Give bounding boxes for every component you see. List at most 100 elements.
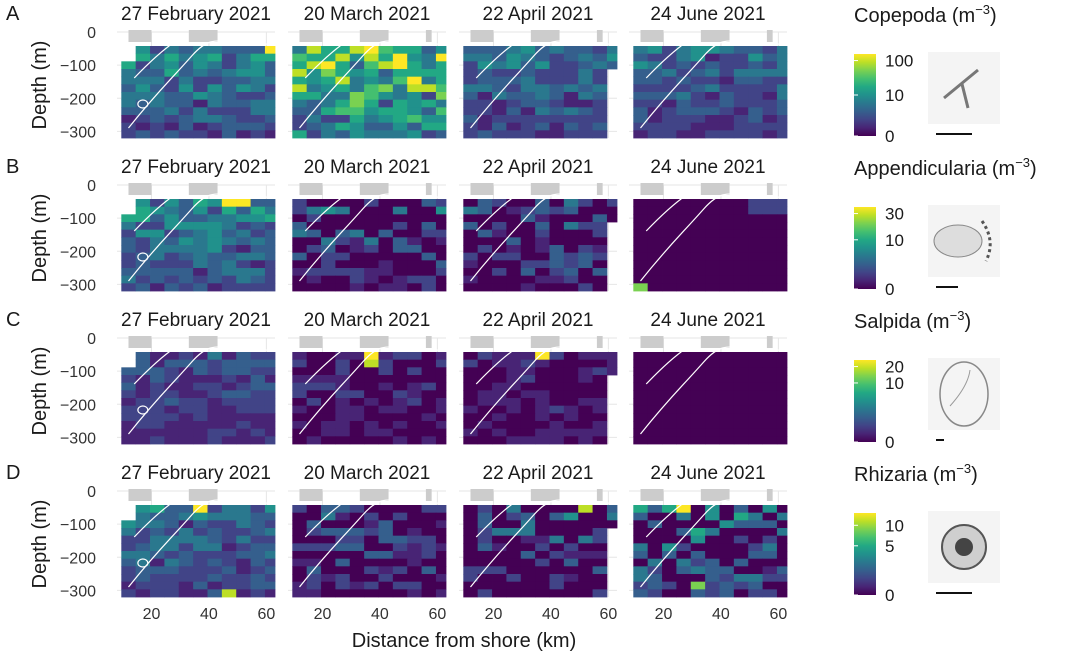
heatmap-cell bbox=[392, 69, 408, 78]
legend-tick-label: 5 bbox=[885, 537, 894, 556]
heatmap-cell bbox=[633, 436, 649, 445]
heatmap-cell bbox=[776, 115, 788, 124]
heatmap-cell bbox=[506, 367, 522, 376]
heatmap-cell bbox=[335, 69, 351, 78]
legend-tick-label: 20 bbox=[885, 358, 904, 377]
heatmap-cell bbox=[690, 398, 706, 407]
heatmap-cell bbox=[690, 436, 706, 445]
heatmap-cell bbox=[733, 528, 749, 537]
heatmap-cell bbox=[690, 122, 706, 131]
heatmap-cell bbox=[463, 390, 479, 399]
heatmap-cell bbox=[178, 375, 194, 384]
heatmap-cell bbox=[407, 390, 422, 399]
heatmap-cell bbox=[776, 398, 788, 407]
panel-a-4: 24 June 2021 bbox=[629, 4, 788, 139]
heatmap-cell bbox=[264, 528, 276, 537]
heatmap-cell bbox=[477, 390, 493, 399]
heatmap-cell bbox=[676, 512, 692, 521]
heatmap-cell bbox=[633, 222, 649, 231]
legend-tick-label: 0 bbox=[885, 433, 894, 452]
heatmap-cell bbox=[690, 245, 706, 254]
heatmap-cell bbox=[606, 512, 618, 521]
heatmap-cell bbox=[364, 382, 379, 391]
sampling-bar bbox=[766, 183, 773, 195]
sampling-bar bbox=[640, 336, 664, 348]
heatmap-cell bbox=[549, 222, 565, 231]
heatmap-cell bbox=[236, 99, 251, 108]
heatmap-cell bbox=[164, 46, 180, 55]
heatmap-cell bbox=[150, 76, 165, 85]
heatmap-cell bbox=[135, 512, 151, 521]
heatmap-cell bbox=[719, 245, 735, 254]
heatmap-cell bbox=[250, 268, 266, 277]
heatmap-cell bbox=[349, 375, 365, 384]
heatmap-cell bbox=[250, 405, 266, 414]
heatmap-cell bbox=[492, 53, 507, 62]
heatmap-cell bbox=[705, 581, 720, 590]
heatmap-cell bbox=[563, 115, 579, 124]
heatmap-cell bbox=[520, 520, 536, 529]
heatmap-cell bbox=[463, 252, 479, 261]
heatmap-cell bbox=[762, 589, 778, 598]
sampling-bar bbox=[700, 30, 730, 42]
heatmap-cell bbox=[407, 428, 422, 437]
heatmap-cell bbox=[392, 398, 408, 407]
heatmap-cell bbox=[207, 69, 223, 78]
heatmap-cell bbox=[178, 352, 194, 361]
y-tick-label: −200 bbox=[60, 397, 96, 414]
heatmap-cell bbox=[748, 428, 763, 437]
heatmap-cell bbox=[264, 352, 276, 361]
heatmap-cell bbox=[292, 245, 308, 254]
y-tick-label: −300 bbox=[60, 583, 96, 600]
heatmap-cell bbox=[435, 84, 447, 93]
heatmap-cell bbox=[407, 352, 422, 361]
heatmap-cell bbox=[121, 390, 137, 399]
heatmap-cell bbox=[549, 428, 565, 437]
heatmap-cell bbox=[292, 130, 308, 139]
heatmap-cell bbox=[250, 390, 266, 399]
heatmap-cell bbox=[335, 428, 351, 437]
heatmap-cell bbox=[477, 428, 493, 437]
panel-date-title: 24 June 2021 bbox=[650, 157, 765, 178]
heatmap-cell bbox=[407, 558, 422, 567]
heatmap-cell bbox=[392, 359, 408, 368]
heatmap-cell bbox=[150, 61, 165, 70]
heatmap-cell bbox=[378, 99, 394, 108]
heatmap-cell bbox=[435, 122, 447, 131]
heatmap-cell bbox=[662, 398, 677, 407]
heatmap-cell bbox=[135, 229, 151, 238]
heatmap-cell bbox=[676, 566, 692, 575]
heatmap-cell bbox=[647, 245, 663, 254]
y-tick-label: −100 bbox=[60, 364, 96, 381]
heatmap-cell bbox=[135, 581, 151, 590]
heatmap-cell bbox=[647, 199, 663, 208]
heatmap-cell bbox=[633, 92, 649, 101]
heatmap-cell bbox=[150, 413, 165, 422]
heatmap-cell bbox=[378, 367, 394, 376]
heatmap-cell bbox=[776, 268, 788, 277]
heatmap-cell bbox=[492, 199, 507, 208]
heatmap-cell bbox=[435, 390, 447, 399]
x-tick-label: 40 bbox=[712, 606, 730, 623]
heatmap-cell bbox=[150, 505, 165, 514]
heatmap-cell bbox=[662, 237, 677, 246]
heatmap-cell bbox=[321, 76, 336, 85]
heatmap-cell bbox=[520, 367, 536, 376]
heatmap-cell bbox=[520, 352, 536, 361]
heatmap-cell bbox=[762, 214, 778, 223]
heatmap-cell bbox=[705, 46, 720, 55]
heatmap-cell bbox=[776, 76, 788, 85]
heatmap-cell bbox=[776, 367, 788, 376]
heatmap-cell bbox=[435, 589, 447, 598]
heatmap-cell bbox=[306, 237, 322, 246]
x-tick-label: 20 bbox=[143, 606, 161, 623]
heatmap-cell bbox=[236, 268, 251, 277]
heatmap-cell bbox=[705, 69, 720, 78]
heatmap-cell bbox=[563, 405, 579, 414]
heatmap-cell bbox=[306, 222, 322, 231]
heatmap-cell bbox=[150, 115, 165, 124]
heatmap-cell bbox=[535, 535, 550, 544]
heatmap-cell bbox=[264, 505, 276, 514]
legend-unit-close: ) bbox=[971, 464, 978, 486]
heatmap-cell bbox=[135, 268, 151, 277]
